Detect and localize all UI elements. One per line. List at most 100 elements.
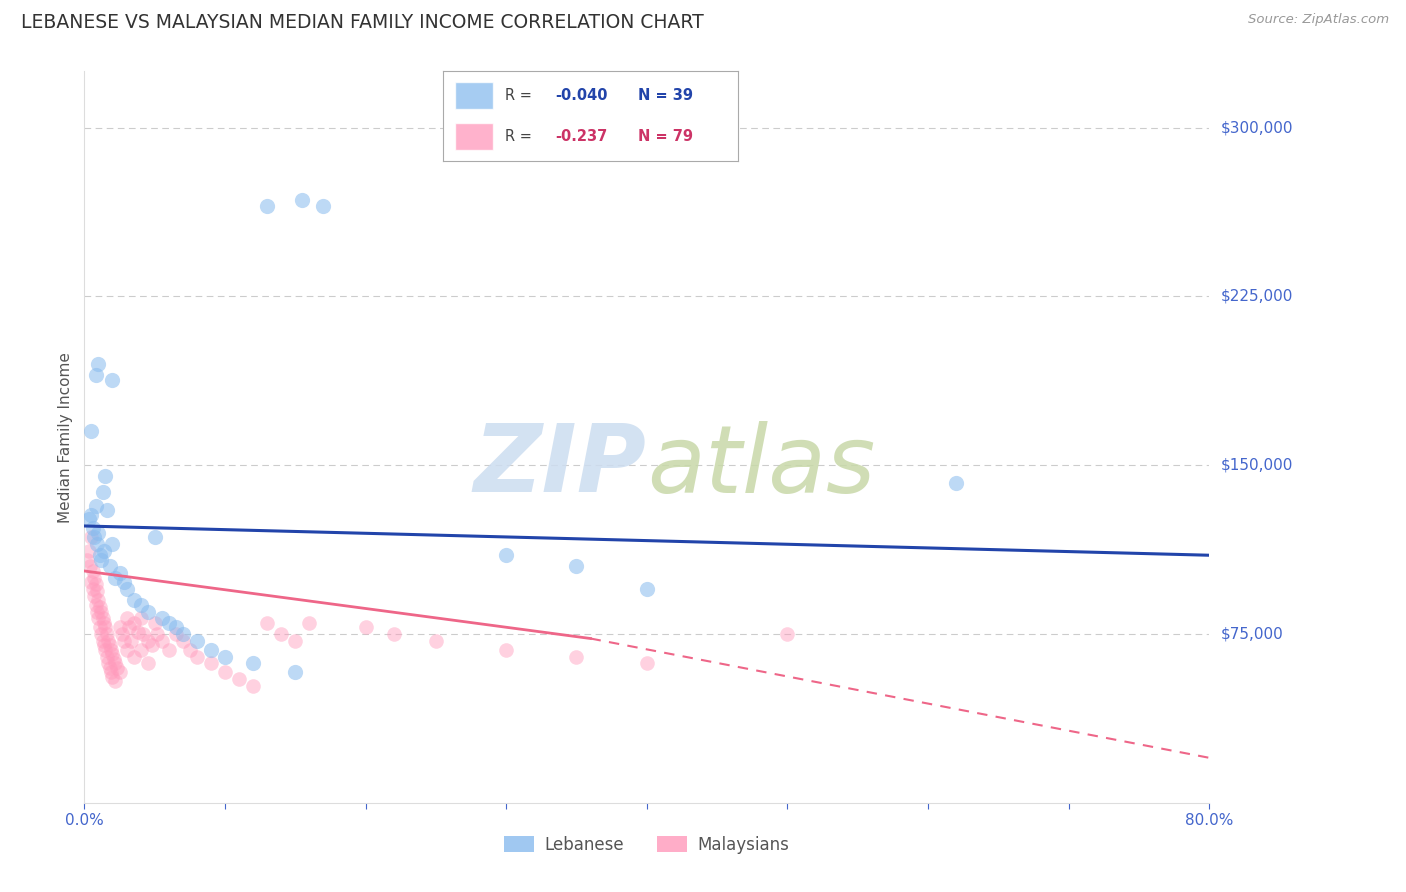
Point	[91, 633, 114, 648]
Point	[129, 598, 152, 612]
Point	[101, 670, 124, 684]
Point	[425, 633, 447, 648]
Point	[84, 499, 107, 513]
Point	[111, 627, 134, 641]
Point	[108, 566, 131, 581]
Text: $150,000: $150,000	[1220, 458, 1292, 473]
Point	[83, 589, 105, 603]
Point	[93, 543, 115, 558]
Point	[150, 611, 173, 625]
Point	[101, 537, 124, 551]
Legend: Lebanese, Malaysians: Lebanese, Malaysians	[498, 829, 796, 860]
Point	[104, 571, 127, 585]
Point	[186, 633, 208, 648]
Point	[291, 193, 314, 207]
Text: -0.040: -0.040	[555, 88, 607, 103]
Point	[122, 649, 145, 664]
Point	[112, 575, 135, 590]
Point	[84, 577, 107, 591]
Point	[115, 642, 138, 657]
Point	[83, 530, 105, 544]
Point	[80, 530, 103, 544]
Point	[94, 620, 117, 634]
Point	[284, 633, 307, 648]
Point	[228, 672, 250, 686]
Point	[91, 611, 114, 625]
Point	[143, 615, 166, 630]
Point	[94, 469, 117, 483]
Point	[214, 665, 236, 680]
Point	[101, 647, 124, 661]
Point	[80, 575, 103, 590]
Point	[214, 649, 236, 664]
Point	[120, 633, 142, 648]
Point	[298, 615, 321, 630]
Text: atlas: atlas	[647, 421, 875, 512]
Point	[150, 633, 173, 648]
Point	[89, 548, 111, 562]
Point	[143, 530, 166, 544]
Point	[122, 593, 145, 607]
Point	[90, 605, 112, 619]
Point	[96, 649, 118, 664]
Point	[312, 199, 335, 213]
Point	[79, 559, 101, 574]
Point	[83, 571, 105, 585]
Point	[103, 652, 125, 666]
Point	[636, 582, 658, 596]
Point	[270, 627, 292, 641]
Text: ZIP: ZIP	[474, 420, 647, 512]
Point	[105, 661, 128, 675]
Bar	[454, 82, 494, 109]
Point	[90, 627, 112, 641]
Point	[87, 525, 110, 540]
Text: $75,000: $75,000	[1220, 626, 1284, 641]
Text: LEBANESE VS MALAYSIAN MEDIAN FAMILY INCOME CORRELATION CHART: LEBANESE VS MALAYSIAN MEDIAN FAMILY INCO…	[21, 13, 704, 32]
Point	[122, 615, 145, 630]
Point	[87, 357, 110, 371]
Point	[98, 638, 121, 652]
Point	[284, 665, 307, 680]
Point	[132, 627, 155, 641]
Point	[87, 611, 110, 625]
Point	[89, 620, 111, 634]
Point	[82, 521, 104, 535]
Point	[94, 642, 117, 657]
Point	[495, 548, 517, 562]
Point	[242, 679, 264, 693]
Point	[100, 642, 122, 657]
Point	[87, 593, 110, 607]
Point	[84, 598, 107, 612]
Point	[89, 599, 111, 614]
Point	[136, 633, 159, 648]
Point	[136, 605, 159, 619]
Point	[129, 642, 152, 657]
Text: N = 79: N = 79	[638, 129, 693, 144]
Point	[945, 476, 967, 491]
Point	[129, 611, 152, 625]
Point	[256, 199, 278, 213]
Text: R =: R =	[505, 88, 537, 103]
Point	[101, 373, 124, 387]
Text: -0.237: -0.237	[555, 129, 607, 144]
Point	[382, 627, 405, 641]
Point	[157, 615, 180, 630]
Point	[136, 657, 159, 671]
Point	[200, 642, 222, 657]
Point	[84, 368, 107, 383]
Point	[172, 627, 194, 641]
Point	[776, 627, 799, 641]
Point	[256, 615, 278, 630]
Point	[108, 665, 131, 680]
Point	[77, 512, 100, 526]
Point	[115, 582, 138, 596]
Point	[108, 620, 131, 634]
Point	[80, 425, 103, 439]
Point	[98, 559, 121, 574]
Point	[141, 638, 163, 652]
Point	[179, 642, 201, 657]
Point	[118, 620, 141, 634]
Point	[86, 605, 108, 619]
Point	[80, 508, 103, 522]
Point	[82, 564, 104, 578]
